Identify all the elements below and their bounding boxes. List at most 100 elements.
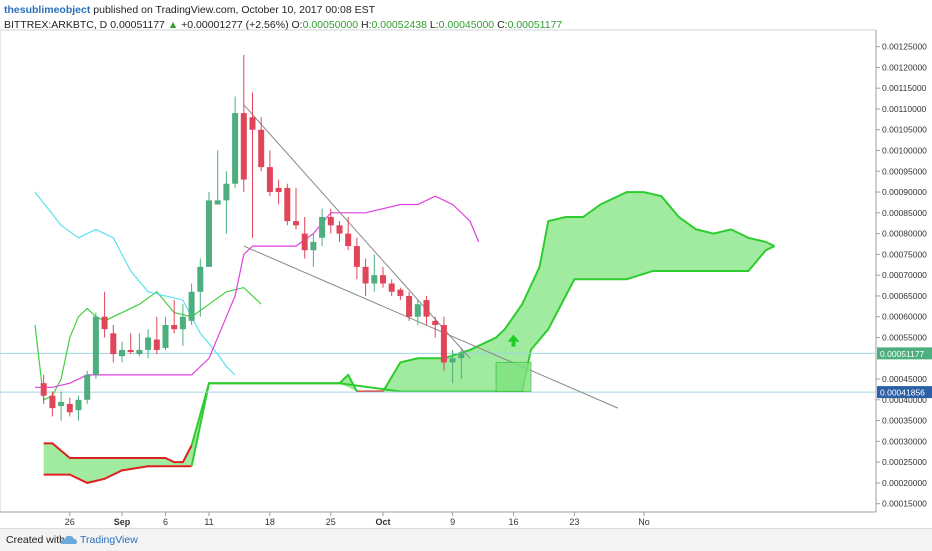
candle-body [249,117,256,130]
candle [206,192,212,267]
candle [336,221,343,242]
x-tick-label: Oct [375,517,390,527]
footer-bar: Created with TradingView [0,528,932,551]
candle-body [310,241,317,251]
senkou-span-b-line [190,245,775,467]
candle [58,391,65,421]
candle-body [266,167,273,193]
x-tick-label: 23 [569,517,579,527]
candle-body [380,275,386,284]
candle [101,291,108,338]
candle-body [449,358,456,363]
published-text: published on TradingView.com, October 10… [93,4,376,16]
y-tick-label: 0.00025000 [882,457,927,467]
candle [319,208,326,247]
y-tick-label: 0.00095000 [882,166,927,176]
senkou-span-a-red [43,442,193,464]
candle-body [92,316,99,375]
candle [110,325,117,363]
candle [179,304,186,346]
candle [232,96,239,188]
y-tick-label: 0.00060000 [882,312,927,322]
open-label: O: [291,19,303,31]
low-value: 0.00045000 [438,19,495,31]
y-tick-label: 0.00030000 [882,436,927,446]
candle [397,287,404,301]
tradingview-brand-link[interactable]: TradingView [80,534,138,546]
candle-body [136,349,143,355]
candle-body [214,200,221,205]
candle [371,254,378,292]
candle-body [327,216,334,226]
chart-header: thesublimeobject published on TradingVie… [4,3,562,32]
candle-body [293,221,299,226]
y-tick-label: 0.00065000 [882,291,927,301]
candle [301,216,308,259]
candle-body [232,113,239,184]
high-label: H: [360,19,372,31]
y-tick-label: 0.00070000 [882,270,927,280]
x-tick-label: 25 [326,517,336,527]
candle-body [40,383,47,396]
candle [145,329,152,359]
candle-body [319,216,326,238]
candle [40,374,47,404]
candle [197,258,204,317]
candle [75,395,82,421]
candle-body [179,316,186,330]
candle [380,266,386,288]
candle [92,312,99,380]
y-tick-label: 0.00045000 [882,374,927,384]
high-value: 0.00052438 [371,19,427,31]
low-label: L: [429,19,439,31]
candle-body [119,349,125,357]
level-price-tag: 0.00041856 [880,388,925,398]
author-link[interactable]: thesublimeobject [4,4,91,16]
candle-body [162,325,169,348]
candle-body [440,325,447,363]
last-price-tag-bg [877,347,932,360]
candle [49,391,56,417]
candle-body [362,266,369,284]
x-tick-label: 6 [163,517,168,527]
candle [345,216,352,251]
open-value: 0.00050000 [302,19,359,31]
target-box [495,361,532,392]
candle-body [240,113,247,180]
candle [388,279,395,296]
change-value: +0.00001277 (+2.56%) [181,19,289,31]
y-tick-label: 0.00125000 [882,42,927,52]
candle [284,183,291,226]
candle-body [432,320,439,326]
candle [432,316,439,338]
candle [275,179,282,205]
x-tick-label: 18 [265,517,275,527]
change-arrow-icon: ▲ [167,19,179,31]
y-tick-label: 0.00105000 [882,125,927,135]
created-with-text: Created with [6,534,65,546]
up-arrow-icon [507,334,520,347]
y-tick-label: 0.00035000 [882,416,927,426]
candle [414,300,421,326]
candle [458,348,465,380]
price-chart[interactable]: 0.00015000 0.00020000 0.00025000 0.00030000… [0,0,932,528]
y-tick-label: 0.00115000 [882,83,927,93]
candle-body [110,333,117,355]
candle [162,316,169,350]
candle [423,295,430,326]
candle-body [153,339,160,350]
candle-body [353,246,360,267]
candle-body [336,225,343,234]
candle-body [101,316,108,330]
candle [214,150,221,205]
y-tick-label: 0.00085000 [882,208,927,218]
candle-body [275,187,282,193]
candle [127,333,134,355]
kijun-sen-line [35,195,480,388]
candle-body [458,353,465,359]
y-tick-label: 0.00120000 [882,62,927,72]
candle [188,283,195,326]
y-tick-label: 0.00080000 [882,229,927,239]
trendline [243,245,619,409]
candle-body [49,395,56,409]
